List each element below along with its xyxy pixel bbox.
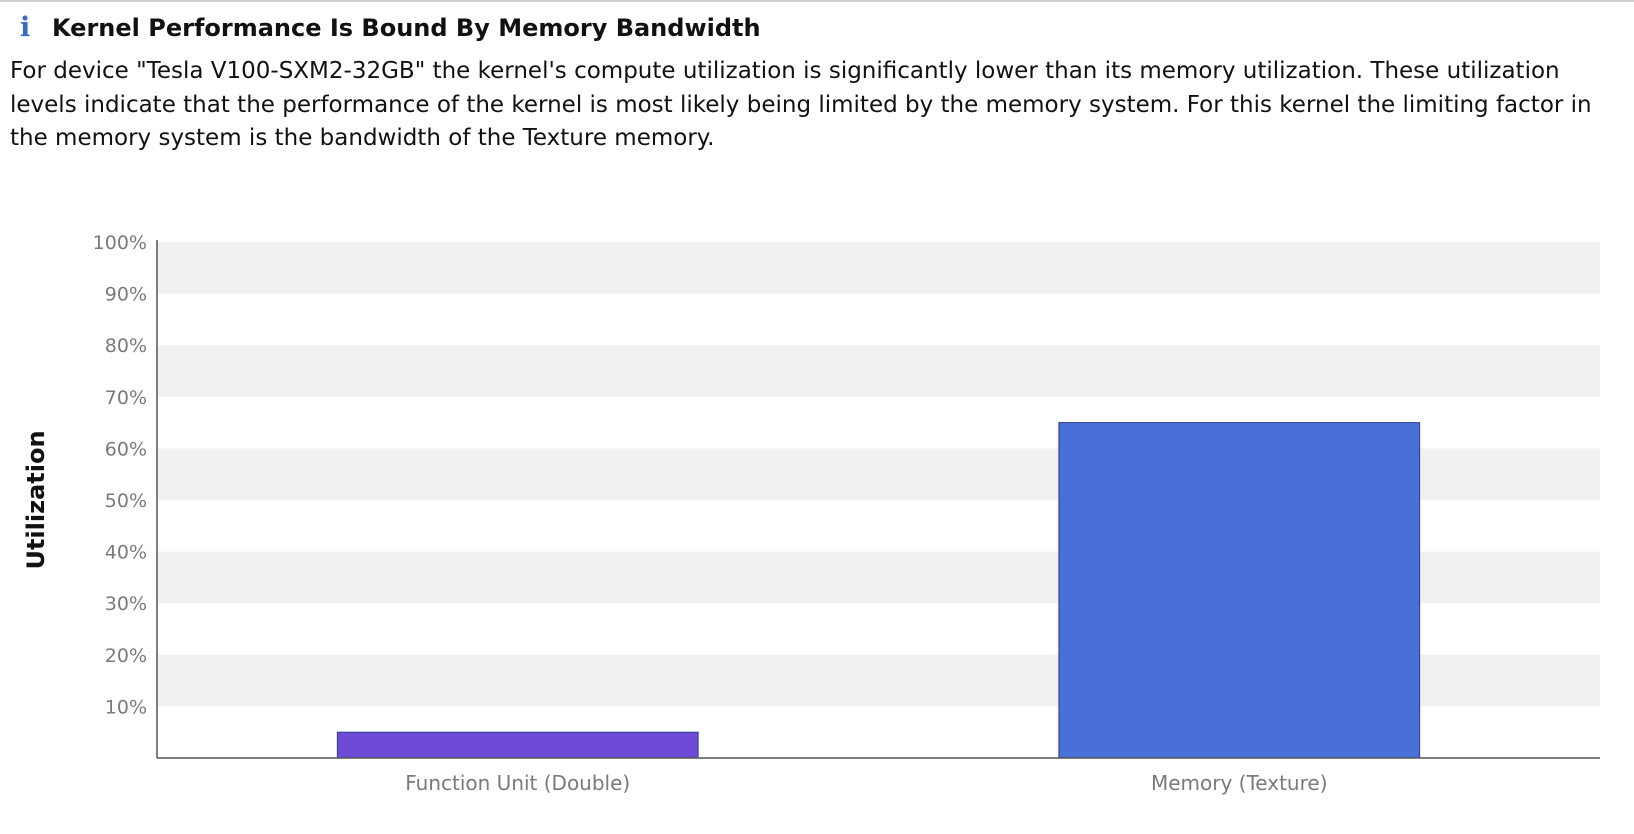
y-tick-label: 40% [105,542,147,564]
x-tick-label: Memory (Texture) [1151,771,1328,795]
y-tick-label: 70% [105,387,147,409]
bar-2[interactable] [1058,422,1421,759]
y-axis-label: Utilization [22,430,50,569]
y-tick-label: 30% [105,593,147,615]
info-icon: i [20,12,31,43]
y-tick-label: 90% [105,284,147,306]
y-tick-label: 80% [105,335,147,357]
y-tick-label: 20% [105,645,147,667]
y-tick-label: 50% [105,490,147,512]
y-tick-label: 60% [105,438,147,460]
finding-header: i Kernel Performance Is Bound By Memory … [20,10,761,46]
bar-1[interactable] [336,731,699,759]
y-tick-label: 10% [105,696,147,718]
y-tick-label: 100% [93,232,147,254]
grid-band [157,242,1600,294]
grid-band [157,345,1600,397]
top-divider [0,0,1634,2]
finding-title: Kernel Performance Is Bound By Memory Ba… [52,14,761,42]
x-tick-label: Function Unit (Double) [405,771,630,795]
finding-description: For device "Tesla V100-SXM2-32GB" the ke… [10,58,1592,151]
